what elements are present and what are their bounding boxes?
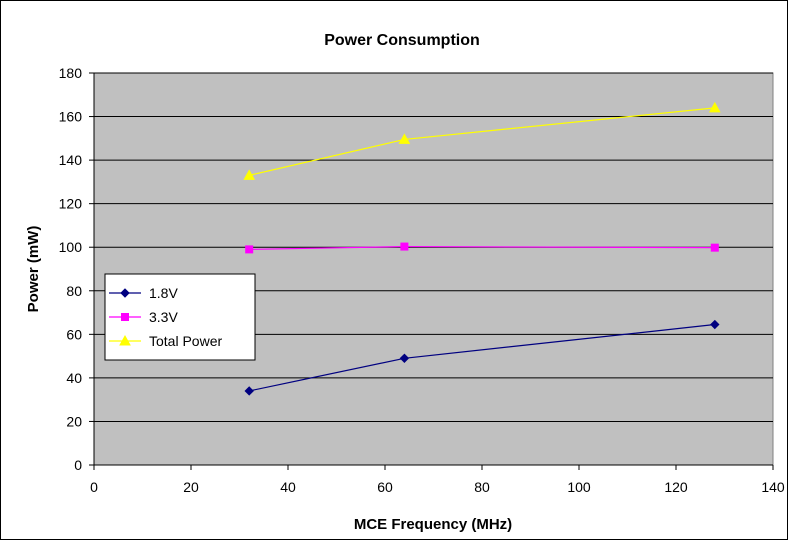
legend-marker-3-3v [121,313,129,321]
legend-item-3-3v: 3.3V [109,309,178,325]
y-tick-label-120: 120 [59,196,83,212]
y-tick-label-60: 60 [66,326,82,342]
data-point-total-power-1 [398,133,411,144]
tick-labels: 0 20 40 60 80 100 120 140 160 180 0 20 40 60 80 100 120 1… [59,65,785,495]
y-tick-label-40: 40 [66,370,82,386]
data-point-1-8v-2 [710,319,720,330]
data-point-3-3v-2 [710,243,719,252]
data-point-total-power-2 [708,101,721,113]
y-tick-label-140: 140 [59,152,83,168]
y-tick-label-0: 0 [74,457,82,473]
data-point-3-3v-1 [400,242,409,251]
y-axis-title: Power (mW) [25,226,42,313]
legend-label-1-8v: 1.8V [149,285,178,301]
data-point-total-power-0 [243,169,256,180]
x-tick-label-140: 140 [761,479,785,495]
x-tick-label-20: 20 [183,479,199,495]
legend-label-3-3v: 3.3V [149,309,178,325]
data-point-3-3v-0 [245,245,254,254]
legend-item-1-8v: 1.8V [109,285,178,301]
series-1-8v [244,319,720,396]
axes [93,73,773,466]
legend-marker-total-power [119,334,131,346]
legend: 1.8V 3.3V Total Power [104,273,256,361]
data-point-1-8v-1 [399,353,410,363]
x-tick-label-100: 100 [567,479,591,495]
legend-item-total-power: Total Power [109,333,222,349]
legend-marker-1-8v [120,288,130,298]
y-tick-label-160: 160 [59,109,83,125]
plot-area [93,72,774,466]
series-total-power [243,101,721,180]
y-tick-label-80: 80 [66,283,82,299]
legend-label-total-power: Total Power [149,333,222,349]
x-tick-label-80: 80 [474,479,490,495]
y-tick-label-100: 100 [59,239,83,255]
chart-title: Power Consumption [324,32,480,49]
x-tick-label-120: 120 [664,479,688,495]
x-axis-title: MCE Frequency (MHz) [354,516,512,533]
y-tick-label-20: 20 [66,413,82,429]
y-tick-label-180: 180 [59,65,83,81]
series-3-3v [245,242,719,254]
x-tick-label-0: 0 [90,479,98,495]
x-tick-label-60: 60 [377,479,393,495]
series-layer [243,101,721,396]
x-tick-label-40: 40 [280,479,296,495]
data-point-1-8v-0 [244,386,254,396]
